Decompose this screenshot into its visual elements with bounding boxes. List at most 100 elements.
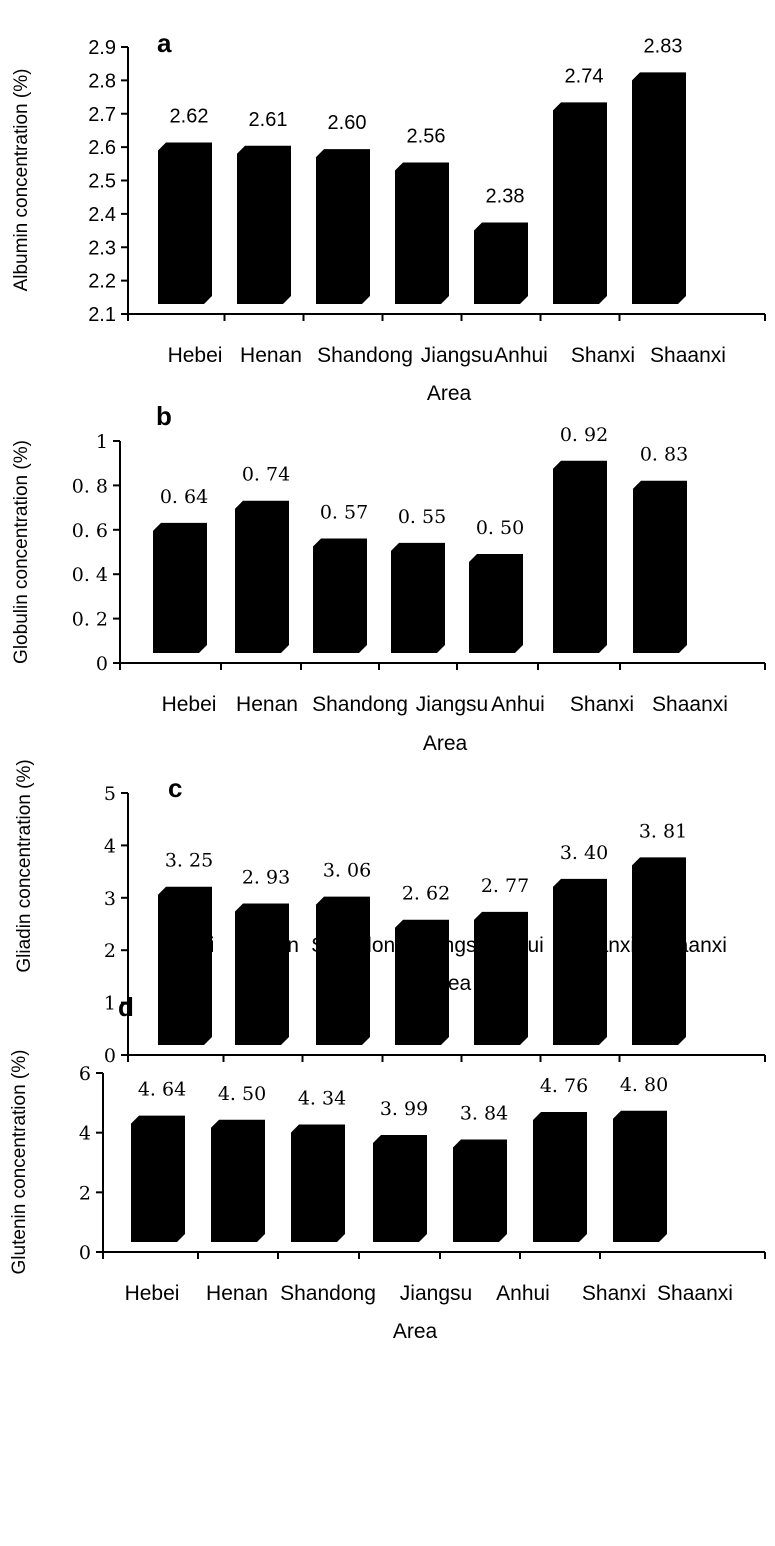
data-label: 0. 92 [560,424,608,446]
x-tick-label: Hebei [125,1282,180,1305]
panel-letter-b: b [156,401,172,431]
panel-letter-c: c [168,773,182,803]
bar-shanxi [553,460,607,653]
data-label: 3. 81 [639,820,687,842]
x-tick-label: Jiangsu [421,344,493,367]
y-tick-label: 2.8 [88,70,116,92]
y-tick-label: 2.3 [88,237,116,259]
bar-shaanxi [633,480,687,653]
bar-henan [211,1119,265,1242]
y-tick-label: 0. 6 [72,520,108,542]
y-axis-label: Gliadin concentration (%) [14,759,35,972]
x-axis-label: Area [427,972,472,995]
data-label: 2.56 [407,125,446,147]
y-tick-label: 0. 8 [72,475,108,497]
x-tick-label: Shaanxi [652,693,728,716]
bar-shandong [291,1124,345,1242]
x-tick-label: Shaanxi [651,934,727,957]
y-tick-label: 2.4 [88,204,116,226]
bar-anhui [469,554,523,653]
data-label: 2.38 [486,186,525,208]
data-label: 3. 06 [323,860,371,882]
x-axis-label: Area [393,1320,438,1343]
x-tick-label: Shandong [280,1282,376,1305]
x-axis-label: Area [427,382,472,405]
bar-shandong [316,149,370,304]
panel-letter-d: d [118,992,134,1022]
y-tick-label: 2.9 [88,37,116,59]
bar-hebei [131,1115,185,1242]
data-label: 3. 25 [165,850,213,872]
data-label: 2.61 [249,109,288,131]
x-tick-label: Anhui [494,344,548,367]
y-tick-label: 2.7 [88,104,116,126]
y-tick-label: 0 [79,1242,91,1264]
x-tick-label: Shanxi [570,693,634,716]
data-label: 4. 80 [620,1074,668,1096]
y-tick-label: 0. 4 [72,564,108,586]
bar-shaanxi [613,1110,667,1242]
y-tick-label: 2.2 [88,271,116,293]
y-tick-label: 3 [104,888,116,910]
x-tick-label: Shanxi [571,934,635,957]
bar-shaanxi [632,857,686,1045]
x-tick-label: Shaanxi [657,1282,733,1305]
data-label: 2. 62 [402,883,450,905]
y-tick-label: 1 [96,431,108,453]
bar-anhui [474,911,528,1045]
y-tick-label: 2.1 [88,304,116,326]
bar-shanxi [553,102,607,305]
bar-henan [235,500,289,653]
data-label: 0. 83 [640,444,688,466]
bar-anhui [474,222,528,304]
data-label: 4. 64 [138,1079,186,1101]
bar-anhui [453,1139,507,1242]
x-tick-label: Hebei [160,934,215,957]
y-tick-label: 1 [104,993,116,1015]
x-axis-label: Area [423,732,468,755]
x-tick-label: Hebei [162,693,217,716]
x-tick-label: Shanxi [571,344,635,367]
data-label: 2.83 [644,35,683,57]
data-label: 3. 40 [560,842,608,864]
x-tick-label: Shandong [317,344,413,367]
x-tick-label: Jiangsu [400,1282,472,1305]
data-label: 4. 50 [218,1083,266,1105]
x-tick-label: Shandong [311,934,407,957]
x-tick-label: Anhui [491,693,545,716]
bar-jiangsu [373,1134,427,1242]
data-label: 2. 77 [481,875,529,897]
bar-jiangsu [391,542,445,653]
y-axis-label: Albumin concentration (%) [11,69,32,292]
data-label: 2.74 [565,65,604,87]
bar-henan [235,903,289,1045]
bar-hebei [158,886,212,1045]
panel-letter-a: a [157,28,172,58]
x-tick-label: Anhui [496,1282,550,1305]
bar-shanxi [553,878,607,1045]
y-tick-label: 5 [104,783,116,805]
data-label: 0. 55 [398,506,446,528]
data-label: 0. 64 [160,486,208,508]
y-tick-label: 4 [79,1123,91,1145]
x-tick-label: Shanxi [582,1282,646,1305]
data-label: 0. 74 [242,464,290,486]
x-tick-label: Henan [237,934,299,957]
bar-shanxi [533,1111,587,1242]
y-tick-label: 0 [96,653,108,675]
bar-shandong [313,538,367,653]
bar-hebei [158,142,212,304]
x-tick-label: Shaanxi [650,344,726,367]
bar-jiangsu [395,919,449,1045]
bar-shandong [316,896,370,1045]
bar-henan [237,145,291,304]
data-label: 3. 84 [460,1102,508,1124]
x-tick-label: Henan [240,344,302,367]
data-label: 0. 57 [320,501,368,523]
y-tick-label: 4 [104,835,116,857]
data-label: 2.60 [328,112,367,134]
data-label: 3. 99 [380,1098,428,1120]
data-label: 4. 76 [540,1075,588,1097]
